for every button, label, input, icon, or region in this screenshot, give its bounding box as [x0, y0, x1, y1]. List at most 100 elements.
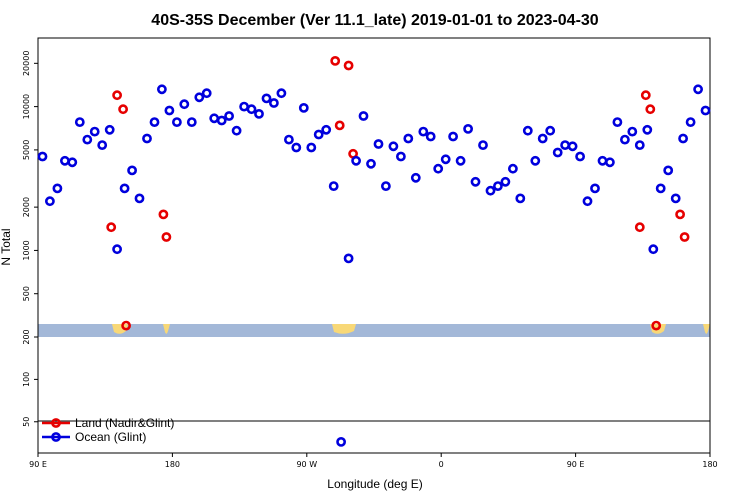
- y-tick-label: 20000: [22, 51, 31, 76]
- ocean-point: [627, 126, 638, 137]
- ocean-point: [164, 105, 175, 116]
- ocean-point: [388, 141, 399, 152]
- ocean-point: [156, 84, 167, 95]
- ocean-point: [127, 165, 137, 176]
- x-axis-label: Longitude (deg E): [327, 477, 422, 491]
- ocean-point: [351, 155, 361, 166]
- chart-title: 40S-35S December (Ver 11.1_late) 2019-01…: [151, 12, 599, 29]
- ocean-point: [45, 196, 55, 207]
- ocean-point: [582, 196, 593, 207]
- land-point: [679, 232, 690, 242]
- x-tick-label: 180: [702, 460, 717, 469]
- land-point: [118, 104, 128, 115]
- ocean-point: [179, 99, 190, 110]
- x-tick-label: 0: [439, 460, 444, 469]
- ocean-point: [597, 155, 608, 166]
- ocean-point: [380, 181, 391, 191]
- ocean-point: [670, 193, 681, 204]
- x-tick-label: 90 E: [29, 460, 47, 469]
- ocean-point: [612, 117, 623, 127]
- ocean-point: [455, 155, 466, 166]
- ocean-point: [700, 105, 711, 116]
- ocean-point: [149, 117, 160, 127]
- legend-ocean-label: Ocean (Glint): [75, 430, 146, 444]
- ocean-point: [433, 163, 444, 174]
- ocean-point: [306, 142, 317, 153]
- ocean-point: [201, 88, 212, 99]
- ocean-point: [231, 125, 242, 136]
- land-point: [334, 120, 345, 131]
- ocean-point: [336, 436, 346, 447]
- ocean-point: [216, 115, 227, 126]
- x-tick-label: 90 E: [567, 460, 585, 469]
- ocean-point: [60, 155, 70, 166]
- ocean-point: [52, 183, 63, 194]
- ocean-point: [440, 154, 451, 165]
- ocean-point: [224, 111, 234, 121]
- y-tick-label: 2000: [22, 197, 31, 217]
- plot-frame: [37, 37, 711, 454]
- ocean-point: [648, 244, 659, 255]
- ocean-point: [492, 181, 503, 191]
- ocean-point: [508, 163, 518, 174]
- ocean-point: [283, 134, 294, 145]
- ocean-point: [620, 134, 630, 145]
- ocean-point: [268, 98, 279, 108]
- ocean-point: [373, 139, 384, 149]
- land-patch-south-america: [332, 324, 356, 334]
- ocean-point: [567, 141, 578, 152]
- ocean-point: [678, 133, 688, 144]
- ocean-point: [663, 165, 674, 176]
- ocean-point: [97, 140, 108, 150]
- ocean-point: [194, 92, 205, 103]
- ocean-point: [142, 133, 152, 144]
- y-tick-label: 50: [22, 417, 31, 427]
- ocean-point: [478, 140, 488, 150]
- ocean-point: [530, 155, 541, 166]
- ocean-point: [134, 193, 145, 204]
- ocean-point: [575, 151, 585, 162]
- land-point: [330, 56, 341, 66]
- ocean-point: [67, 157, 78, 168]
- ocean-point: [693, 84, 703, 95]
- land-patch-nz-repeat: [703, 324, 710, 334]
- land-point: [645, 104, 656, 115]
- ocean-point: [685, 117, 696, 127]
- ocean-point: [634, 140, 645, 150]
- ocean-point: [537, 133, 548, 144]
- ocean-point: [298, 103, 309, 113]
- y-axis-label: N Total: [0, 228, 13, 265]
- land-point: [343, 60, 354, 71]
- ocean-point: [209, 113, 220, 124]
- ocean-point: [186, 117, 197, 127]
- ocean-point: [246, 104, 257, 115]
- land-point: [161, 232, 172, 242]
- land-point: [106, 222, 117, 233]
- land-point: [640, 90, 651, 101]
- land-point: [634, 222, 645, 233]
- ocean-point: [104, 124, 115, 135]
- ocean-point: [403, 133, 414, 144]
- y-tick-label: 10000: [22, 94, 31, 119]
- ocean-point: [642, 124, 653, 135]
- ocean-point: [470, 176, 481, 187]
- ocean-point: [112, 244, 122, 255]
- ocean-point: [395, 151, 406, 162]
- ocean-point: [560, 140, 570, 150]
- ocean-point: [37, 151, 48, 162]
- ocean-point: [328, 181, 339, 191]
- ocean-point: [500, 176, 511, 187]
- ocean-point: [291, 142, 302, 153]
- ocean-point: [552, 147, 563, 158]
- ocean-point: [321, 124, 332, 135]
- ocean-point: [261, 93, 272, 104]
- ocean-point: [425, 131, 436, 142]
- ocean-point: [313, 129, 324, 140]
- y-tick-label: 100: [22, 372, 31, 387]
- ocean-point: [366, 158, 376, 169]
- y-tick-label: 500: [22, 286, 31, 301]
- y-tick-label: 5000: [22, 140, 31, 160]
- ocean-point: [590, 183, 600, 194]
- ocean-point: [119, 183, 130, 194]
